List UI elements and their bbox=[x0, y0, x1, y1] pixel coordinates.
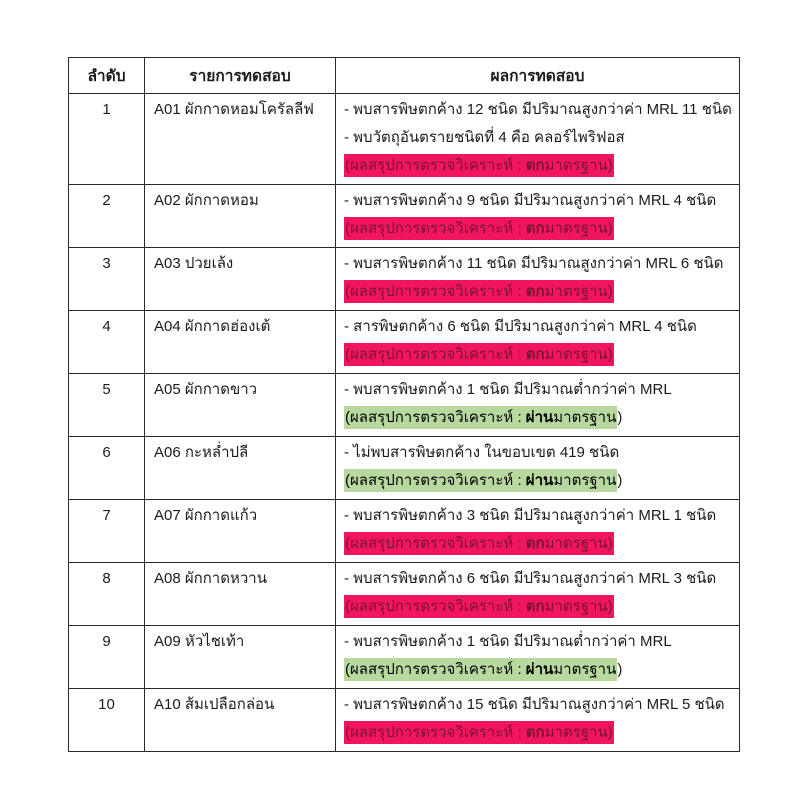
summary-highlight-fail: (ผลสรุปการตรวจวิเคราะห์ : ตกมาตรฐาน) bbox=[344, 343, 614, 366]
test-result-cell: - พบสารพิษตกค้าง 12 ชนิด มีปริมาณสูงกว่า… bbox=[335, 93, 740, 185]
result-summary: (ผลสรุปการตรวจวิเคราะห์ : ตกมาตรฐาน) bbox=[344, 215, 733, 243]
table-row: 9 A09 หัวไชเท้า - พบสารพิษตกค้าง 1 ชนิด … bbox=[68, 625, 740, 689]
test-results-table: ลำดับ รายการทดสอบ ผลการทดสอบ 1 A01 ผักกา… bbox=[68, 57, 740, 752]
result-line: - พบวัตถุอันตรายชนิดที่ 4 คือ คลอร์ไพริฟ… bbox=[344, 129, 625, 146]
test-item-cell: A10 ส้มเปลือกล่อน bbox=[144, 688, 336, 752]
test-item-cell: A09 หัวไชเท้า bbox=[144, 625, 336, 689]
test-result-cell: - พบสารพิษตกค้าง 15 ชนิด มีปริมาณสูงกว่า… bbox=[335, 688, 740, 752]
row-number-cell: 10 bbox=[68, 688, 145, 752]
result-line: - พบสารพิษตกค้าง 1 ชนิด มีปริมาณต่ำกว่าค… bbox=[344, 633, 672, 650]
test-report-table-container: ลำดับ รายการทดสอบ ผลการทดสอบ 1 A01 ผักกา… bbox=[68, 57, 740, 752]
summary-status-word: ตก bbox=[525, 157, 545, 174]
table-row: 8 A08 ผักกาดหวาน - พบสารพิษตกค้าง 6 ชนิด… bbox=[68, 562, 740, 626]
test-item-cell: A03 ปวยเล้ง bbox=[144, 247, 336, 311]
test-item-cell: A08 ผักกาดหวาน bbox=[144, 562, 336, 626]
results-table-body: 1 A01 ผักกาดหอมโครัลลีฟ - พบสารพิษตกค้าง… bbox=[68, 93, 740, 752]
result-summary: (ผลสรุปการตรวจวิเคราะห์ : ตกมาตรฐาน) bbox=[344, 278, 733, 306]
result-summary: (ผลสรุปการตรวจวิเคราะห์ : ตกมาตรฐาน) bbox=[344, 719, 733, 747]
result-summary: (ผลสรุปการตรวจวิเคราะห์ : ตกมาตรฐาน) bbox=[344, 341, 733, 369]
summary-highlight-pass: (ผลสรุปการตรวจวิเคราะห์ : ผ่านมาตรฐาน bbox=[344, 658, 618, 681]
result-summary: (ผลสรุปการตรวจวิเคราะห์ : ผ่านมาตรฐาน) bbox=[344, 404, 733, 432]
test-item-cell: A05 ผักกาดขาว bbox=[144, 373, 336, 437]
header-test-item: รายการทดสอบ bbox=[144, 57, 336, 94]
result-line: - พบสารพิษตกค้าง 15 ชนิด มีปริมาณสูงกว่า… bbox=[344, 696, 725, 713]
row-number-cell: 7 bbox=[68, 499, 145, 563]
result-summary: (ผลสรุปการตรวจวิเคราะห์ : ผ่านมาตรฐาน) bbox=[344, 467, 733, 495]
result-summary: (ผลสรุปการตรวจวิเคราะห์ : ตกมาตรฐาน) bbox=[344, 593, 733, 621]
row-number-cell: 1 bbox=[68, 93, 145, 185]
summary-highlight-fail: (ผลสรุปการตรวจวิเคราะห์ : ตกมาตรฐาน) bbox=[344, 532, 614, 555]
summary-highlight-pass: (ผลสรุปการตรวจวิเคราะห์ : ผ่านมาตรฐาน bbox=[344, 406, 618, 429]
table-row: 10 A10 ส้มเปลือกล่อน - พบสารพิษตกค้าง 15… bbox=[68, 688, 740, 752]
summary-status-word: ผ่าน bbox=[525, 472, 554, 489]
test-result-cell: - พบสารพิษตกค้าง 1 ชนิด มีปริมาณต่ำกว่าค… bbox=[335, 373, 740, 437]
test-result-cell: - พบสารพิษตกค้าง 9 ชนิด มีปริมาณสูงกว่าค… bbox=[335, 184, 740, 248]
table-row: 1 A01 ผักกาดหอมโครัลลีฟ - พบสารพิษตกค้าง… bbox=[68, 93, 740, 185]
row-number-cell: 3 bbox=[68, 247, 145, 311]
table-row: 5 A05 ผักกาดขาว - พบสารพิษตกค้าง 1 ชนิด … bbox=[68, 373, 740, 437]
test-result-cell: - สารพิษตกค้าง 6 ชนิด มีปริมาณสูงกว่าค่า… bbox=[335, 310, 740, 374]
test-result-cell: - พบสารพิษตกค้าง 3 ชนิด มีปริมาณสูงกว่าค… bbox=[335, 499, 740, 563]
test-item-cell: A01 ผักกาดหอมโครัลลีฟ bbox=[144, 93, 336, 185]
result-line: - พบสารพิษตกค้าง 12 ชนิด มีปริมาณสูงกว่า… bbox=[344, 101, 732, 118]
row-number-cell: 4 bbox=[68, 310, 145, 374]
test-item-cell: A02 ผักกาดหอม bbox=[144, 184, 336, 248]
result-summary: (ผลสรุปการตรวจวิเคราะห์ : ตกมาตรฐาน) bbox=[344, 530, 733, 558]
result-line: - พบสารพิษตกค้าง 9 ชนิด มีปริมาณสูงกว่าค… bbox=[344, 192, 717, 209]
test-item-cell: A07 ผักกาดแก้ว bbox=[144, 499, 336, 563]
row-number-cell: 2 bbox=[68, 184, 145, 248]
summary-status-word: ผ่าน bbox=[525, 409, 554, 426]
table-row: 2 A02 ผักกาดหอม - พบสารพิษตกค้าง 9 ชนิด … bbox=[68, 184, 740, 248]
result-summary: (ผลสรุปการตรวจวิเคราะห์ : ตกมาตรฐาน) bbox=[344, 152, 733, 180]
summary-status-word: ตก bbox=[525, 346, 545, 363]
table-header: ลำดับ รายการทดสอบ ผลการทดสอบ bbox=[68, 57, 740, 94]
summary-highlight-fail: (ผลสรุปการตรวจวิเคราะห์ : ตกมาตรฐาน) bbox=[344, 721, 614, 744]
result-line: - พบสารพิษตกค้าง 11 ชนิด มีปริมาณสูงกว่า… bbox=[344, 255, 724, 272]
test-item-cell: A04 ผักกาดฮ่องเต้ bbox=[144, 310, 336, 374]
table-row: 3 A03 ปวยเล้ง - พบสารพิษตกค้าง 11 ชนิด ม… bbox=[68, 247, 740, 311]
header-order-number: ลำดับ bbox=[68, 57, 145, 94]
summary-highlight-fail: (ผลสรุปการตรวจวิเคราะห์ : ตกมาตรฐาน) bbox=[344, 154, 614, 177]
test-result-cell: - พบสารพิษตกค้าง 6 ชนิด มีปริมาณสูงกว่าค… bbox=[335, 562, 740, 626]
row-number-cell: 8 bbox=[68, 562, 145, 626]
summary-highlight-fail: (ผลสรุปการตรวจวิเคราะห์ : ตกมาตรฐาน) bbox=[344, 280, 614, 303]
summary-status-word: ตก bbox=[525, 220, 545, 237]
summary-status-word: ตก bbox=[525, 535, 545, 552]
test-result-cell: - พบสารพิษตกค้าง 1 ชนิด มีปริมาณต่ำกว่าค… bbox=[335, 625, 740, 689]
row-number-cell: 5 bbox=[68, 373, 145, 437]
result-line: - สารพิษตกค้าง 6 ชนิด มีปริมาณสูงกว่าค่า… bbox=[344, 318, 697, 335]
table-row: 4 A04 ผักกาดฮ่องเต้ - สารพิษตกค้าง 6 ชนิ… bbox=[68, 310, 740, 374]
summary-status-word: ผ่าน bbox=[525, 661, 554, 678]
row-number-cell: 6 bbox=[68, 436, 145, 500]
summary-status-word: ตก bbox=[525, 598, 545, 615]
test-result-cell: - พบสารพิษตกค้าง 11 ชนิด มีปริมาณสูงกว่า… bbox=[335, 247, 740, 311]
table-row: 6 A06 กะหล่ำปลี - ไม่พบสารพิษตกค้าง ในขอ… bbox=[68, 436, 740, 500]
row-number-cell: 9 bbox=[68, 625, 145, 689]
result-line: - ไม่พบสารพิษตกค้าง ในขอบเขต 419 ชนิด bbox=[344, 444, 620, 461]
summary-highlight-pass: (ผลสรุปการตรวจวิเคราะห์ : ผ่านมาตรฐาน bbox=[344, 469, 618, 492]
result-line: - พบสารพิษตกค้าง 3 ชนิด มีปริมาณสูงกว่าค… bbox=[344, 507, 717, 524]
result-summary: (ผลสรุปการตรวจวิเคราะห์ : ผ่านมาตรฐาน) bbox=[344, 656, 733, 684]
result-line: - พบสารพิษตกค้าง 1 ชนิด มีปริมาณต่ำกว่าค… bbox=[344, 381, 672, 398]
summary-highlight-fail: (ผลสรุปการตรวจวิเคราะห์ : ตกมาตรฐาน) bbox=[344, 217, 614, 240]
summary-highlight-fail: (ผลสรุปการตรวจวิเคราะห์ : ตกมาตรฐาน) bbox=[344, 595, 614, 618]
header-test-result: ผลการทดสอบ bbox=[335, 57, 740, 94]
test-result-cell: - ไม่พบสารพิษตกค้าง ในขอบเขต 419 ชนิด (ผล… bbox=[335, 436, 740, 500]
summary-status-word: ตก bbox=[525, 283, 545, 300]
table-row: 7 A07 ผักกาดแก้ว - พบสารพิษตกค้าง 3 ชนิด… bbox=[68, 499, 740, 563]
header-row: ลำดับ รายการทดสอบ ผลการทดสอบ bbox=[68, 57, 740, 94]
summary-status-word: ตก bbox=[525, 724, 545, 741]
result-line: - พบสารพิษตกค้าง 6 ชนิด มีปริมาณสูงกว่าค… bbox=[344, 570, 717, 587]
test-item-cell: A06 กะหล่ำปลี bbox=[144, 436, 336, 500]
